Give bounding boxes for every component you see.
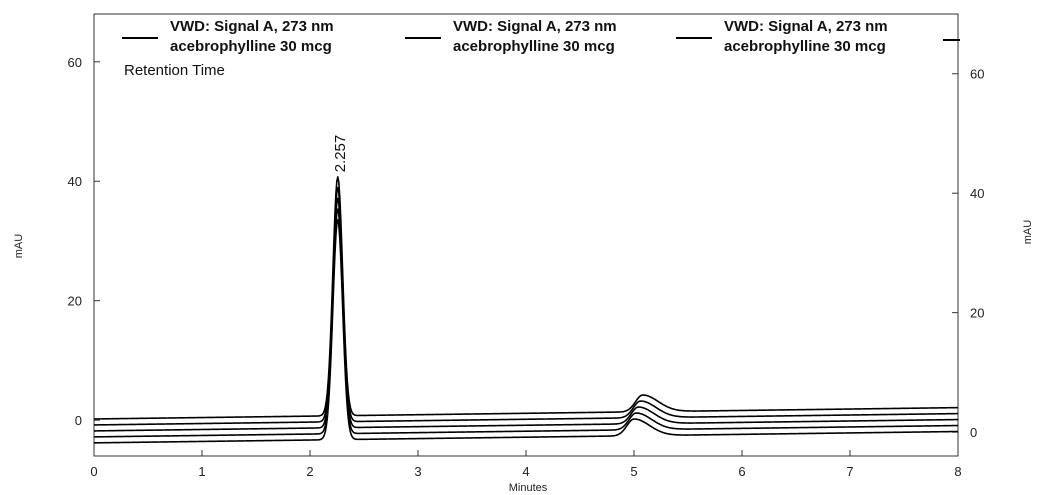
chromatogram-trace [93,197,959,432]
y-tick-label-left: 20 [68,294,82,309]
x-tick-label: 4 [522,464,529,479]
legend-entry-title: VWD: Signal A, 273 nm [724,18,888,35]
x-tick-label: 1 [198,464,205,479]
y-tick-label-right: 0 [970,425,977,440]
legend-entry-title: VWD: Signal A, 273 nm [170,18,334,35]
legend-entry-sample: acebrophylline 30 mcg [453,38,615,55]
chromatogram-trace [93,208,959,438]
axis-ticks-group: 0 1 2 3 4 5 6 7 8 0 20 40 60 0 20 40 60 [68,55,985,479]
plot-frame-group [93,13,959,457]
chromatogram-trace [93,186,959,426]
x-tick-label: 3 [414,464,421,479]
legend-entry-title: VWD: Signal A, 273 nm [453,18,617,35]
x-tick-label: 2 [306,464,313,479]
y-tick-label-right: 60 [970,67,984,82]
legend-entry-sample: acebrophylline 30 mcg [724,38,886,55]
series-group [93,176,959,444]
peak-label: 2.257 [332,135,349,173]
plot-frame [93,13,959,457]
legend: VWD: Signal A, 273 nm acebrophylline 30 m… [122,18,960,55]
y-tick-label-left: 60 [68,55,82,70]
x-tick-label: 7 [846,464,853,479]
chromatogram-trace [93,219,959,444]
x-tick-label: 8 [954,464,961,479]
retention-time-subtitle: Retention Time [124,62,225,79]
y-axis-label-left: mAU [13,234,25,259]
y-axis-label-right: mAU [1022,220,1034,245]
legend-entry-sample: acebrophylline 30 mcg [170,38,332,55]
y-tick-label-left: 40 [68,174,82,189]
x-axis-label: Minutes [509,482,548,494]
x-tick-label: 5 [630,464,637,479]
y-tick-label-right: 40 [970,186,984,201]
chromatogram-trace [93,176,959,420]
y-tick-label-left: 0 [75,413,82,428]
x-tick-label: 0 [90,464,97,479]
x-tick-label: 6 [738,464,745,479]
y-tick-label-right: 20 [970,306,984,321]
